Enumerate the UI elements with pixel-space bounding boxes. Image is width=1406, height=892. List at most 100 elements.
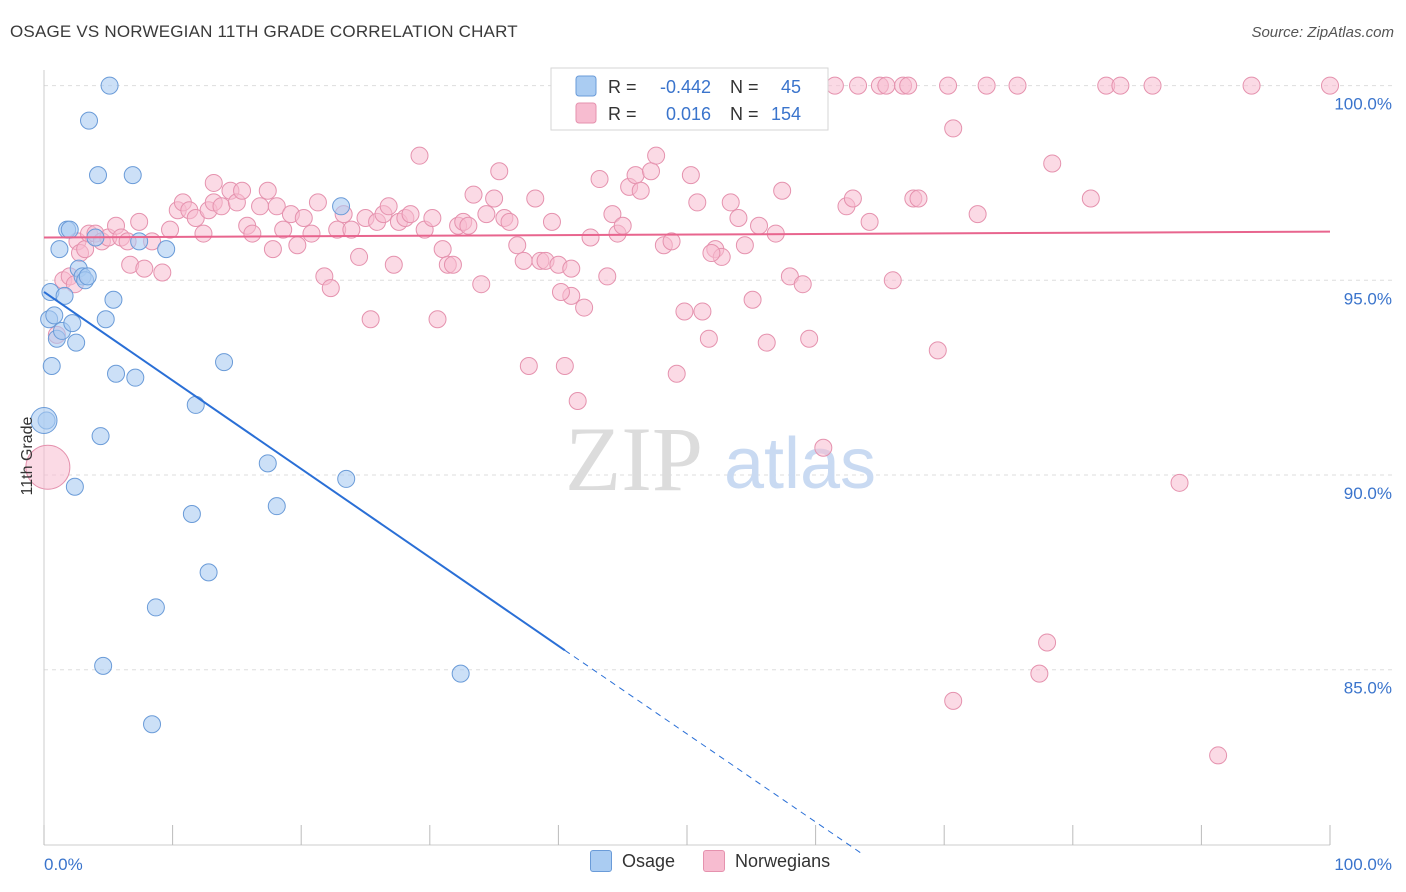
norwegians-point	[401, 205, 420, 224]
norwegians-point	[944, 119, 963, 138]
y-axis-label: 11th Grade	[19, 416, 36, 495]
osage-point	[186, 395, 205, 414]
norwegians-point	[849, 76, 868, 95]
osage-point	[215, 353, 234, 372]
osage-point	[94, 656, 113, 675]
norwegians-point	[825, 76, 844, 95]
legend-n-label: N =	[730, 104, 759, 124]
osage-label: Osage	[622, 850, 676, 871]
norwegians-point	[500, 212, 519, 231]
norwegians-point	[542, 212, 561, 231]
norwegians-point	[575, 298, 594, 317]
norwegians-point	[662, 232, 681, 251]
norwegians-point	[274, 220, 293, 239]
norwegians-point	[508, 236, 527, 255]
norwegians-point	[793, 275, 812, 294]
osage-point	[199, 563, 218, 582]
osage-point	[50, 240, 69, 259]
norwegians-point	[1321, 76, 1339, 95]
osage-point	[100, 76, 119, 95]
norwegians-point	[688, 193, 707, 212]
x-tick-labels: 0.0% 100.0%	[44, 855, 1392, 874]
osage-point	[267, 497, 286, 516]
y-tick-label: 100.0%	[1334, 95, 1392, 114]
osage-point	[157, 240, 176, 259]
norwegians-point	[743, 290, 762, 309]
norwegians-point	[308, 193, 327, 212]
norwegians-point	[361, 310, 380, 329]
osage-point	[96, 310, 115, 329]
norwegians-point	[860, 212, 879, 231]
osage-point	[123, 166, 142, 185]
norwegians-point	[757, 333, 776, 352]
osage-point	[91, 427, 110, 446]
legend-osage-swatch	[575, 75, 597, 97]
norwegians-point	[667, 364, 686, 383]
norwegians-points	[25, 76, 1339, 765]
norwegians-point	[647, 146, 666, 165]
norwegians-point	[194, 224, 213, 243]
norwegians-point	[968, 205, 987, 224]
legend-r-value: -0.442	[660, 77, 711, 97]
norwegians-point	[699, 329, 718, 348]
x-tick-label: 0.0%	[44, 855, 83, 874]
chart-title: OSAGE VS NORWEGIAN 11TH GRADE CORRELATIO…	[10, 22, 518, 41]
watermark-atlas: atlas	[724, 424, 876, 504]
norwegians-point	[843, 189, 862, 208]
norwegians-point	[233, 181, 252, 200]
legend-norwegians-swatch	[575, 102, 597, 124]
legend-frame	[550, 67, 829, 131]
norwegians-point	[877, 76, 896, 95]
norwegians-point	[675, 302, 694, 321]
legend-r-value: 0.016	[666, 104, 711, 124]
norwegians-point	[702, 244, 721, 263]
norwegians-point	[472, 275, 491, 294]
norwegians-point	[693, 302, 712, 321]
norwegians-point	[302, 224, 321, 243]
legend-item-osage: Osage	[590, 850, 675, 872]
osage-trendline-extension	[564, 649, 861, 854]
norwegians-point	[1081, 189, 1100, 208]
norwegians-swatch	[703, 850, 726, 872]
norwegians-point	[944, 691, 963, 710]
norwegians-point	[641, 162, 660, 181]
osage-point	[126, 368, 145, 387]
norwegians-point	[428, 310, 447, 329]
norwegians-point	[350, 247, 369, 266]
osage-point	[143, 715, 162, 734]
watermark: ZIP atlas	[565, 408, 876, 510]
osage-point	[146, 598, 165, 617]
osage-point	[67, 333, 86, 352]
norwegians-point	[568, 392, 587, 411]
norwegians-point	[631, 181, 650, 200]
norwegians-point	[800, 329, 819, 348]
norwegians-point	[555, 356, 574, 375]
norwegians-point	[735, 236, 754, 255]
norwegians-point	[263, 240, 282, 259]
norwegians-point	[1111, 76, 1130, 95]
norwegians-point	[423, 208, 442, 227]
osage-point	[332, 197, 351, 216]
norwegians-point	[581, 228, 600, 247]
norwegians-point	[1043, 154, 1062, 173]
osage-point	[42, 356, 61, 375]
norwegians-point	[519, 356, 538, 375]
osage-point	[60, 220, 79, 239]
norwegians-point	[1143, 76, 1162, 95]
norwegians-point	[485, 189, 504, 208]
osage-point	[107, 364, 126, 383]
norwegians-point	[267, 197, 286, 216]
norwegians-point	[433, 240, 452, 259]
osage-point	[65, 477, 84, 496]
norwegians-point	[603, 205, 622, 224]
norwegians-point	[135, 259, 154, 278]
norwegians-point	[598, 267, 617, 286]
osage-point	[80, 111, 99, 130]
norwegians-point	[1209, 746, 1228, 765]
norwegians-point	[161, 220, 180, 239]
osage-point	[30, 407, 58, 435]
y-tick-label: 85.0%	[1344, 679, 1392, 698]
norwegians-point	[729, 208, 748, 227]
correlation-legend: R = -0.442 N = 45 R = 0.016 N = 154	[550, 67, 829, 131]
